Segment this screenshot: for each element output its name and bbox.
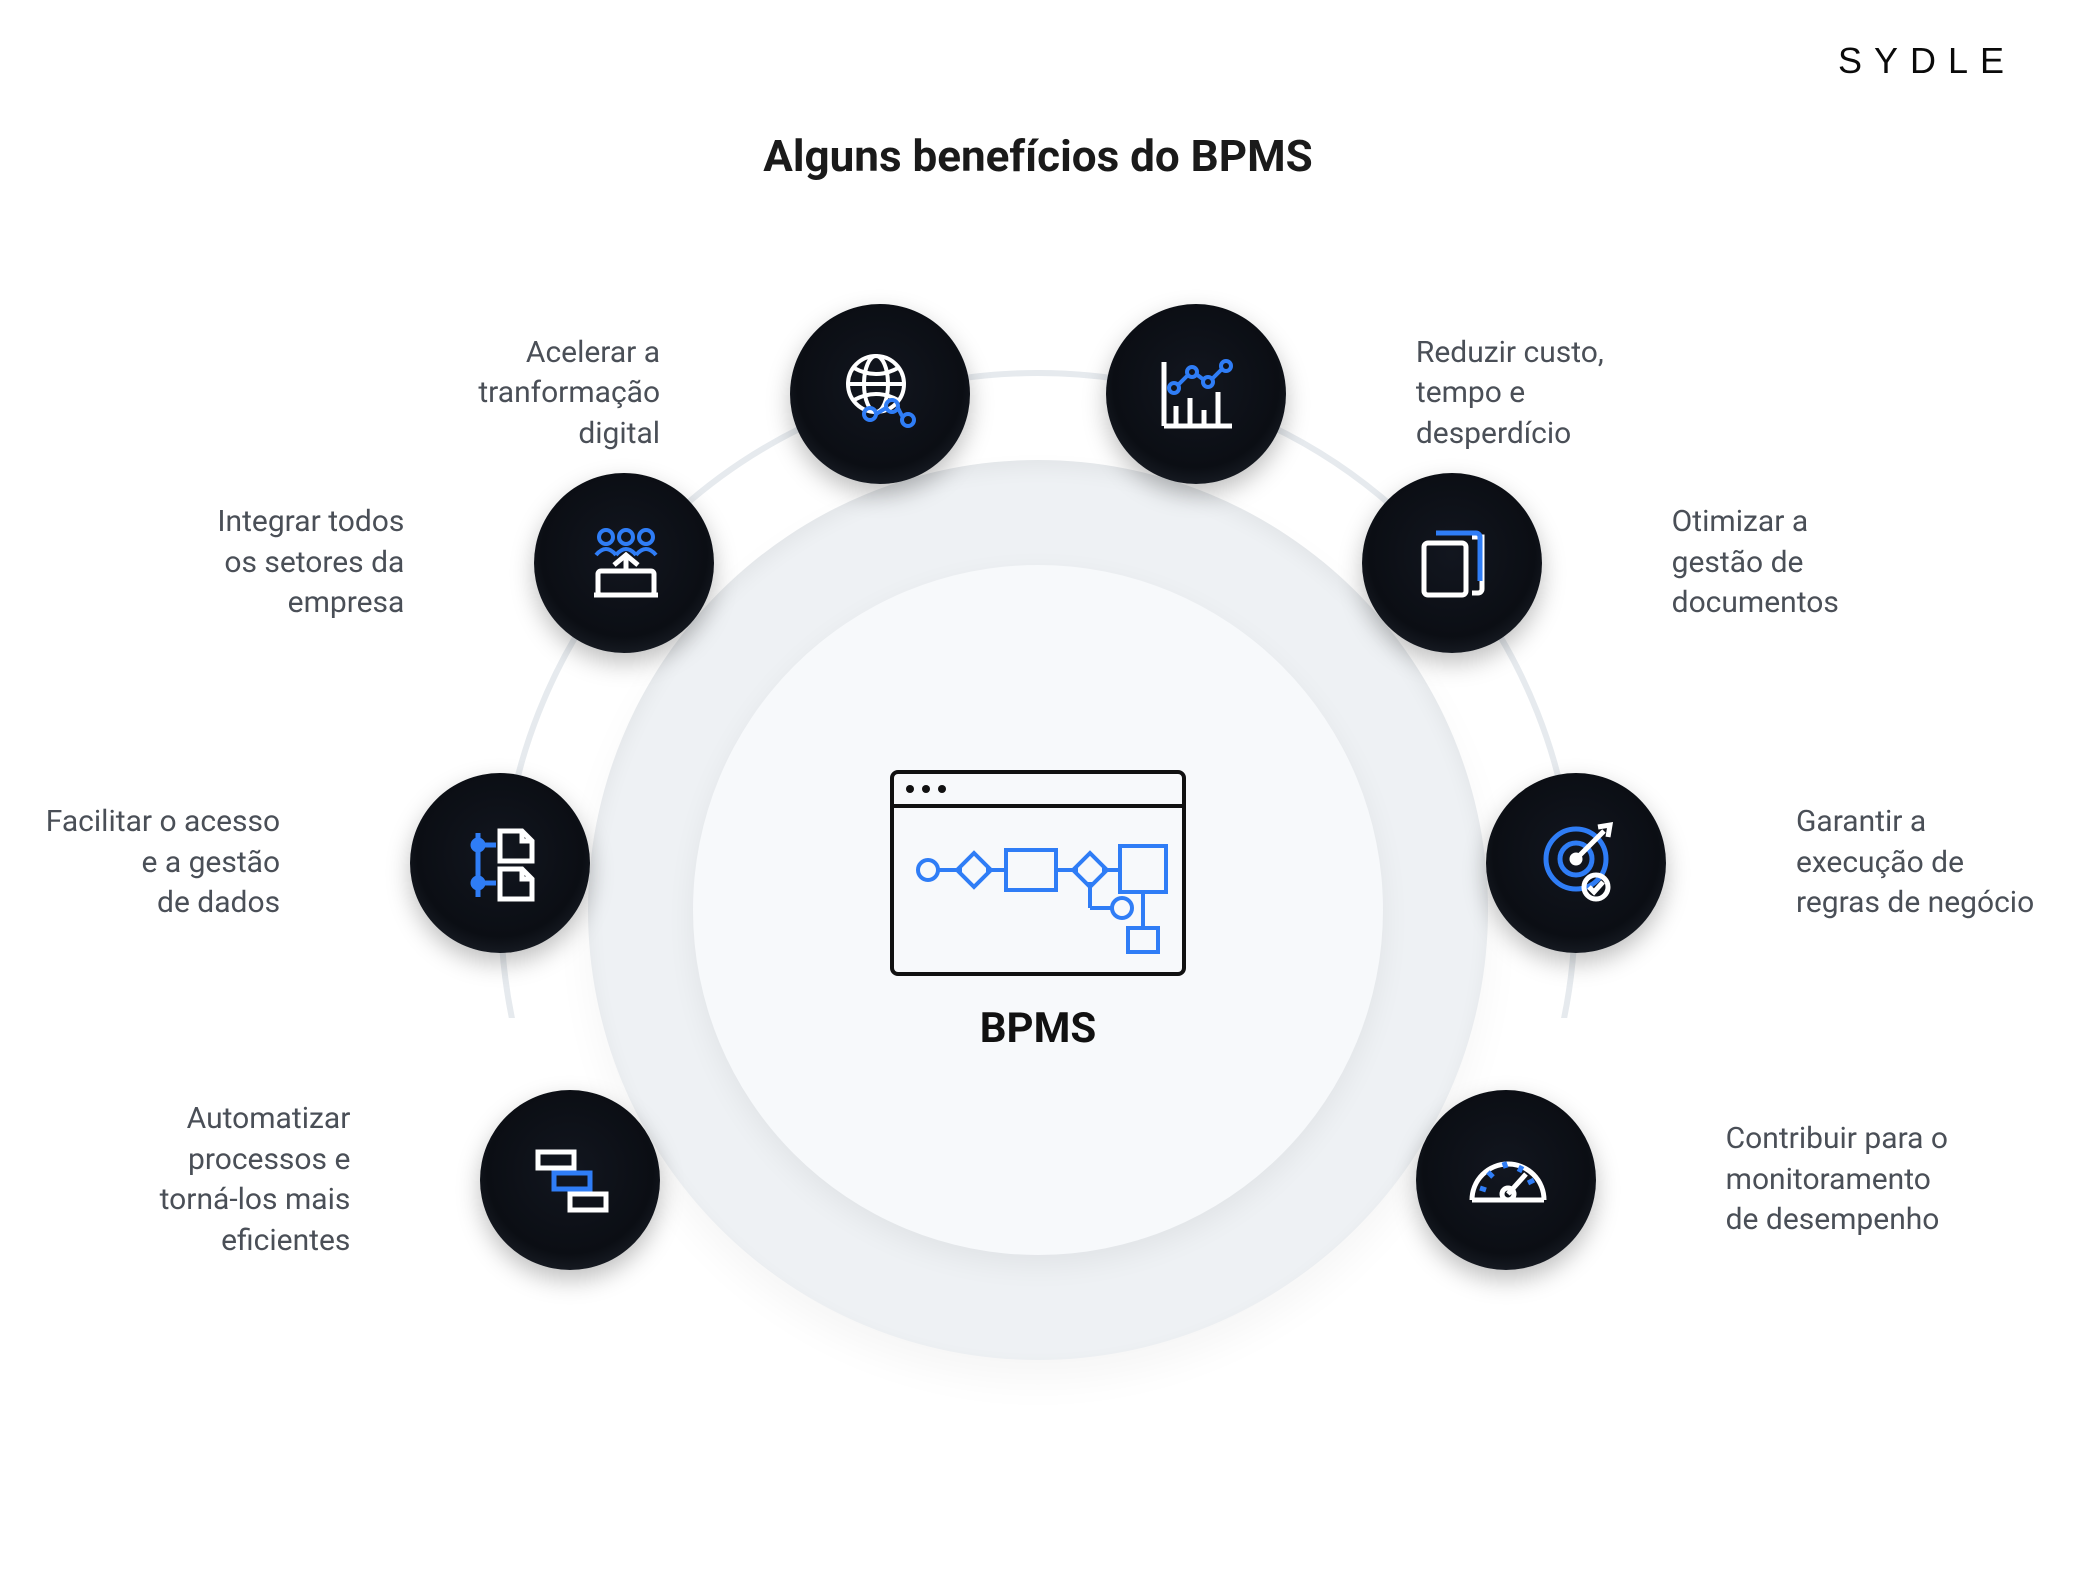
benefit-label-reduce: Reduzir custo,tempo edesperdício <box>1416 333 1716 455</box>
benefit-label-documents: Otimizar agestão dedocumentos <box>1672 502 1972 624</box>
target-check-icon <box>1526 813 1626 913</box>
center-circle-inner: BPMS <box>693 565 1383 1255</box>
gauge-icon <box>1456 1130 1556 1230</box>
globe-network-icon <box>830 344 930 444</box>
benefit-node-integrate <box>534 473 714 653</box>
benefit-label-integrate: Integrar todosos setores daempresa <box>104 502 404 624</box>
benefit-node-reduce <box>1106 304 1286 484</box>
center-label: BPMS <box>980 1004 1097 1053</box>
benefit-node-monitor <box>1416 1090 1596 1270</box>
team-share-icon <box>574 513 674 613</box>
benefit-node-data <box>410 773 590 953</box>
benefit-node-automate <box>480 1090 660 1270</box>
bpms-window-icon <box>888 768 1188 978</box>
page-title: Alguns benefícios do BPMS <box>763 130 1312 182</box>
data-files-icon <box>450 813 550 913</box>
gantt-icon <box>520 1130 620 1230</box>
benefit-label-automate: Automatizarprocessos etorná-los maisefic… <box>50 1099 350 1261</box>
brand-logo: SYDLE <box>1838 40 2016 82</box>
benefit-label-data: Facilitar o acessoe a gestãode dados <box>0 802 280 924</box>
benefit-node-accelerate <box>790 304 970 484</box>
benefit-label-rules: Garantir aexecução deregras de negócio <box>1796 802 2076 924</box>
benefit-node-rules <box>1486 773 1666 953</box>
bar-trend-icon <box>1146 344 1246 444</box>
documents-icon <box>1402 513 1502 613</box>
benefit-label-accelerate: Acelerar atranformaçãodigital <box>360 333 660 455</box>
diagram-stage: BPMS Acelerar atranformaçãodigital Reduzi… <box>188 260 1888 1560</box>
benefit-label-monitor: Contribuir para omonitoramentode desempe… <box>1726 1119 2026 1241</box>
benefit-node-documents <box>1362 473 1542 653</box>
